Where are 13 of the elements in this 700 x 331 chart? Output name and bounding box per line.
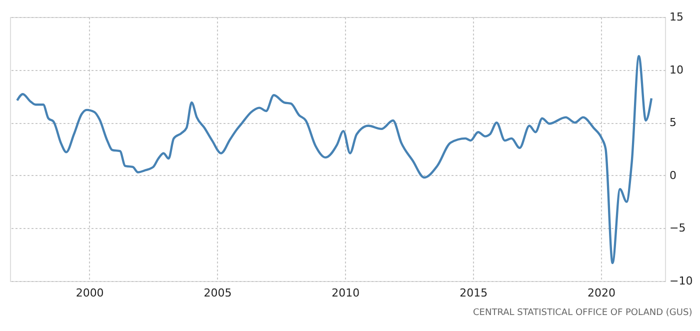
x-tick-label: 2010 <box>332 286 360 300</box>
x-tick-label: 2015 <box>460 286 488 300</box>
y-tick-label: 10 <box>670 63 684 76</box>
y-tick-label: −10 <box>670 274 693 288</box>
x-tick-label: 2000 <box>76 286 104 300</box>
y-tick-label: 15 <box>670 10 684 24</box>
x-tick-label: 2020 <box>588 286 616 300</box>
line-series <box>16 54 653 264</box>
y-tick-label: −5 <box>670 222 686 235</box>
text: CENTRAL STATISTICAL OFFICE OF POLAND (GUS) <box>473 308 692 318</box>
x-tick-label: 2005 <box>204 286 232 300</box>
y-tick-label: 5 <box>670 116 676 130</box>
y-tick-label: 0 <box>670 168 676 182</box>
